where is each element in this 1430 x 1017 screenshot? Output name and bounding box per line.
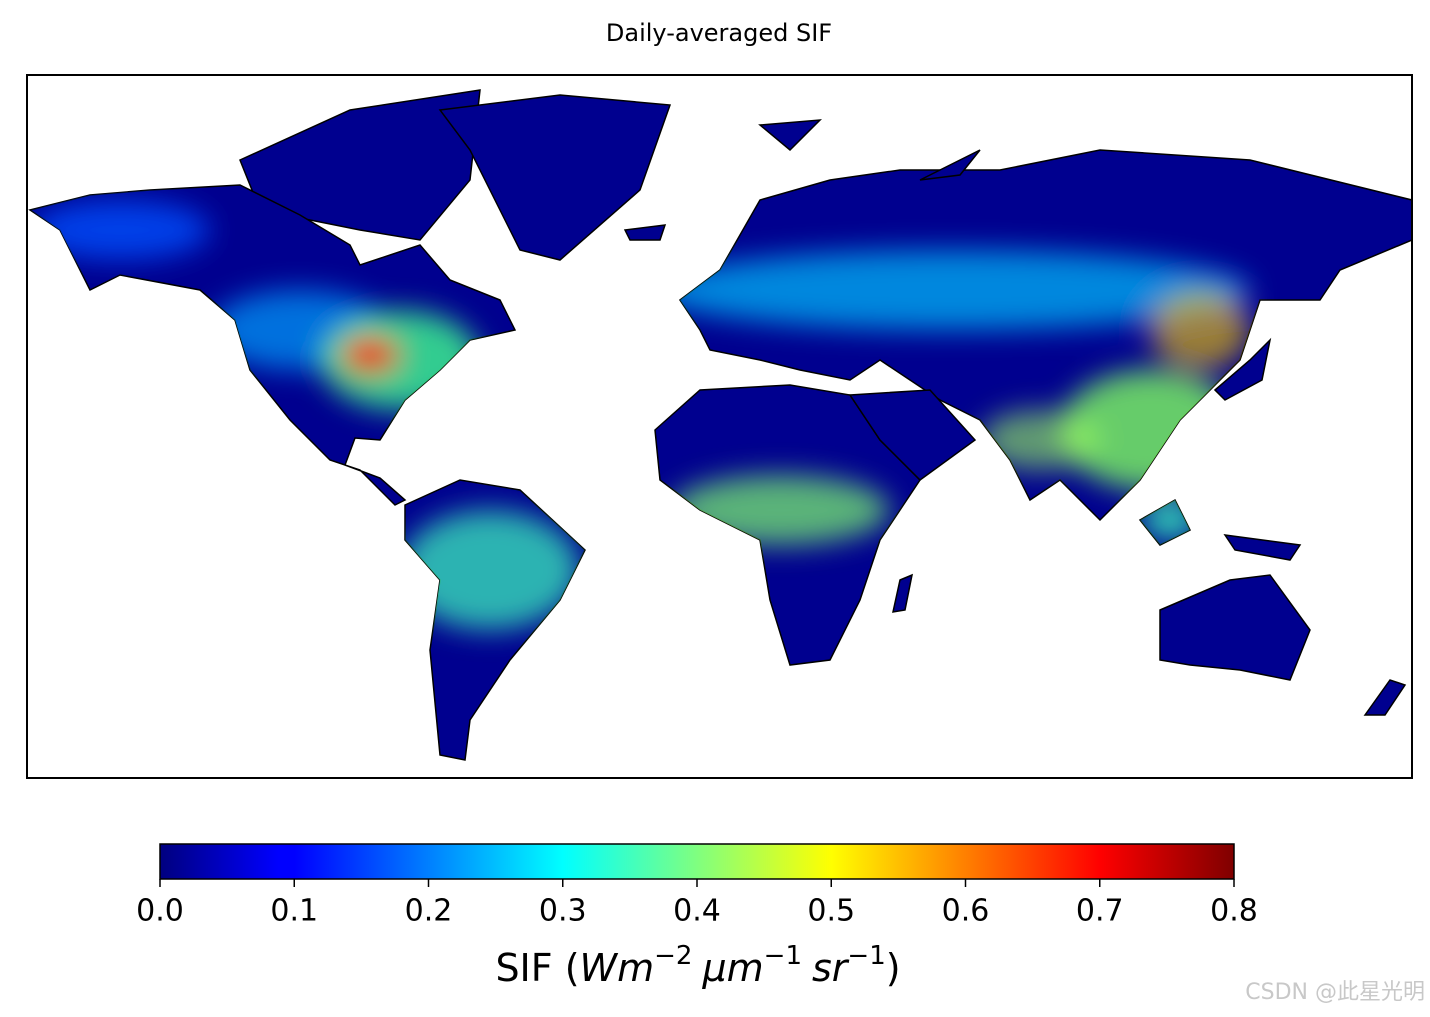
tick-label: 0.1 <box>270 894 318 929</box>
tick-label: 0.5 <box>807 894 855 929</box>
colorbar: 0.0 0.1 0.2 0.3 0.4 0.5 0.6 0.7 0.8 <box>136 843 1258 929</box>
label-part: SIF ( <box>495 946 579 990</box>
label-part: −2 <box>654 941 692 971</box>
label-part: −1 <box>764 941 802 971</box>
colorbar-label: SIF (Wm−2 μm−1 sr−1) <box>495 941 900 990</box>
tick-label: 0.4 <box>673 894 721 929</box>
label-part: −1 <box>847 941 885 971</box>
label-part: sr <box>812 946 850 990</box>
tick-label: 0.6 <box>942 894 990 929</box>
tick-label: 0.7 <box>1076 894 1124 929</box>
tick-label: 0.2 <box>405 894 453 929</box>
label-part: Wm <box>580 946 655 990</box>
label-part: μm <box>701 946 763 990</box>
map-title: Daily-averaged SIF <box>606 19 832 47</box>
tick-label: 0.8 <box>1210 894 1258 929</box>
tick-label: 0.3 <box>539 894 587 929</box>
label-part: ) <box>886 946 901 990</box>
map-border <box>26 74 1413 779</box>
map <box>26 74 1413 779</box>
colorbar-bar <box>159 843 1235 880</box>
watermark: CSDN @此星光明 <box>1245 980 1425 1005</box>
tick-label: 0.0 <box>136 894 184 929</box>
